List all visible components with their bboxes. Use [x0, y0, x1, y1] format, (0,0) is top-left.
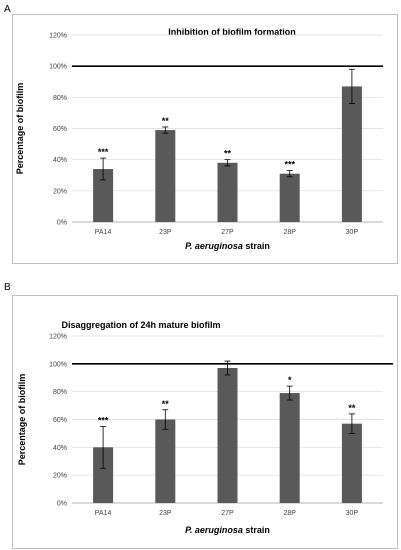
chart-a-xlabel: P. aeruginosa strain: [185, 241, 270, 251]
chart-a-xtick-label: 28P: [283, 229, 296, 236]
chart-b-ytick-label: 80%: [53, 389, 67, 396]
chart-a-significance-label: **: [224, 149, 232, 159]
chart-a-ytick-label: 20%: [53, 188, 67, 195]
chart-a-bar: [155, 130, 176, 222]
chart-a-ytick-label: 40%: [53, 157, 67, 164]
chart-a-bar: [93, 169, 114, 222]
chart-b-xlabel-species: P. aeruginosa: [185, 525, 243, 535]
panel-b-letter: B: [4, 282, 11, 293]
chart-a: Inhibition of biofilm formation 0% 20% 40% 6…: [15, 27, 383, 251]
chart-a-xtick-label: 30P: [346, 229, 359, 236]
chart-b-ytick-label: 120%: [49, 334, 67, 341]
chart-b-xlabel-suffix: strain: [243, 525, 270, 535]
chart-a-ytick-label: 60%: [53, 126, 67, 133]
chart-a-bar: [217, 162, 238, 222]
chart-a-xtick-label: 23P: [159, 229, 172, 236]
chart-b-xtick-label: 23P: [159, 510, 172, 517]
chart-b-xlabel: P. aeruginosa strain: [185, 525, 270, 535]
chart-a-xlabel-species: P. aeruginosa: [185, 241, 243, 251]
chart-b-xtick-label: 27P: [221, 510, 234, 517]
chart-b-ytick-label: 60%: [53, 417, 67, 424]
chart-b-frame: [12, 295, 398, 549]
chart-a-xtick-label: PA14: [95, 229, 112, 236]
chart-a-significance-label: ***: [98, 147, 109, 157]
chart-b-bar: [217, 368, 238, 503]
chart-a-bar: [341, 86, 362, 222]
chart-b-bar: [93, 447, 114, 503]
chart-b-ytick-label: 100%: [49, 361, 67, 368]
chart-b-significance-label: **: [162, 399, 170, 409]
chart-a-ytick-label: 80%: [53, 95, 67, 102]
chart-b-significance-label: **: [348, 403, 356, 413]
chart-b-bar: [341, 423, 362, 503]
chart-b-bar: [155, 419, 176, 503]
chart-a-xtick-label: 27P: [221, 229, 234, 236]
panel-a-letter: A: [4, 4, 11, 15]
chart-b-ylabel: Percentage of biofilm: [17, 374, 27, 466]
chart-a-title: Inhibition of biofilm formation: [168, 27, 295, 37]
chart-b-significance-label: ***: [98, 415, 109, 425]
chart-b-ytick-label: 20%: [53, 473, 67, 480]
chart-a-xlabel-suffix: strain: [243, 241, 270, 251]
chart-b-ytick-label: 0%: [57, 501, 67, 508]
chart-a-significance-label: **: [162, 116, 170, 126]
chart-b-xtick-label: 30P: [346, 510, 359, 517]
chart-b-bar: [279, 393, 300, 503]
chart-b-xtick-label: 28P: [283, 510, 296, 517]
chart-a-bar: [279, 173, 300, 222]
chart-a-ytick-label: 100%: [49, 64, 67, 71]
chart-b-ytick-label: 40%: [53, 445, 67, 452]
chart-a-significance-label: ***: [284, 160, 295, 170]
chart-a-ytick-label: 120%: [49, 33, 67, 40]
chart-b-significance-label: *: [288, 375, 292, 385]
chart-b-xtick-label: PA14: [95, 510, 112, 517]
chart-a-ylabel: Percentage of biofilm: [15, 83, 25, 175]
chart-a-ytick-label: 0%: [57, 220, 67, 227]
chart-b-title: Disaggregation of 24h mature biofilm: [61, 320, 220, 330]
